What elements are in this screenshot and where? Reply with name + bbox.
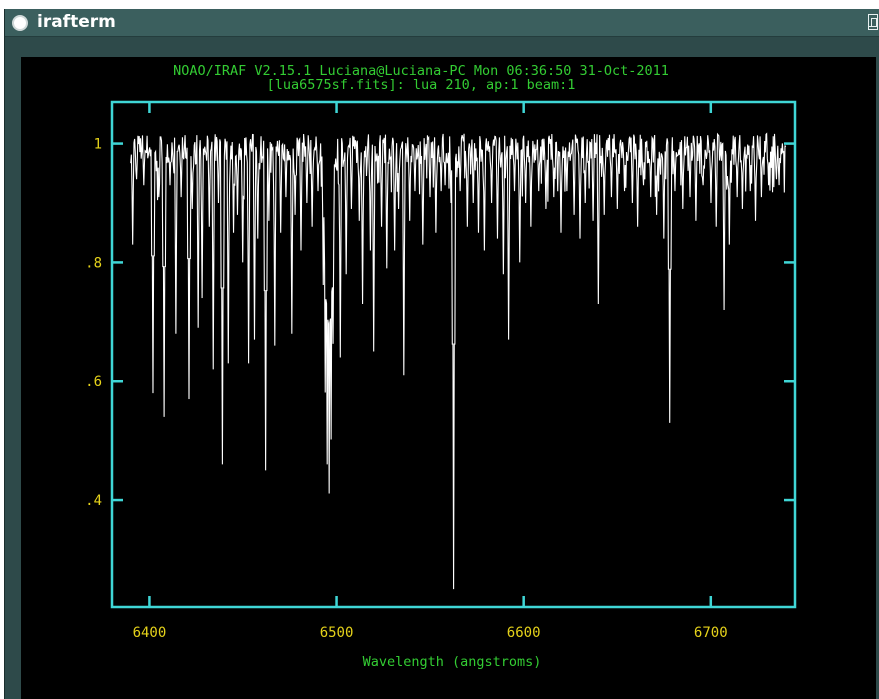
x-tick-label: 6600 [507, 625, 541, 641]
window-title: irafterm [37, 12, 116, 32]
x-tick-label: 6500 [320, 625, 354, 641]
plot-header-line2: [lua6575sf.fits]: lua 210, ap:1 beam:1 [267, 77, 576, 93]
y-tick-label: .6 [85, 374, 102, 390]
x-tick-label: 6700 [694, 625, 728, 641]
plot-header-line1: NOAO/IRAF V2.15.1 Luciana@Luciana-PC Mon… [173, 63, 669, 79]
spectrum-plot: NOAO/IRAF V2.15.1 Luciana@Luciana-PC Mon… [85, 63, 797, 670]
y-tick-label: 1 [94, 137, 102, 153]
irafterm-window: irafterm NOAO/IRAF V2.15.1 Luciana@Lucia… [4, 9, 879, 699]
plot-frame [110, 100, 797, 609]
y-tick-label: .4 [85, 493, 102, 509]
partial-heading-text [0, 0, 879, 9]
x-tick-label: 6400 [133, 625, 167, 641]
window-menu-icon[interactable] [12, 15, 28, 31]
axis-ticks: 6400 6500 6600 6700 .4 .6 .8 1 [85, 102, 795, 641]
y-tick-label: .8 [85, 255, 102, 271]
maximize-icon[interactable] [868, 14, 878, 30]
x-axis-label: Wavelength (angstroms) [363, 654, 542, 670]
spectrum-series [130, 132, 787, 590]
window-titlebar[interactable]: irafterm [5, 9, 879, 37]
spectrum-line [130, 132, 787, 590]
graph-area[interactable]: NOAO/IRAF V2.15.1 Luciana@Luciana-PC Mon… [21, 57, 876, 699]
